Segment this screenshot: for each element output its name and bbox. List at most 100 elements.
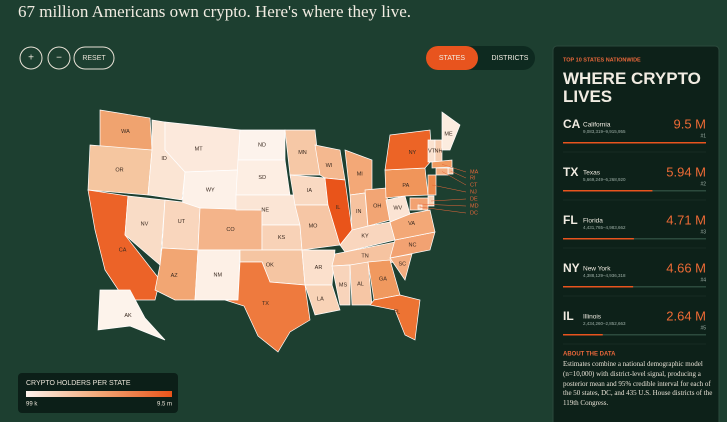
state-label: WI	[326, 163, 333, 169]
state[interactable]	[369, 294, 421, 341]
state-label: ND	[258, 142, 266, 148]
toggle-label[interactable]: DISTRICTS	[492, 55, 529, 62]
state[interactable]	[97, 289, 166, 341]
state-label: IL	[336, 205, 341, 211]
entry-range: 4,431,765–4,983,662	[583, 225, 626, 230]
entry-name: Illinois	[583, 314, 602, 321]
state-label: VA	[408, 221, 415, 227]
about-title: ABOUT THE DATA	[563, 352, 616, 358]
state-label: MN	[298, 150, 307, 156]
entry-value: 9.5 M	[673, 116, 706, 131]
callout-line	[419, 206, 467, 214]
state[interactable]	[331, 264, 351, 306]
state-label: KY	[361, 233, 369, 239]
entry-rank: #2	[700, 181, 706, 187]
entry-rank: #1	[700, 133, 706, 139]
state-label: AK	[124, 313, 132, 319]
legend-gradient	[26, 391, 172, 397]
entry-range: 4,388,129–4,936,318	[583, 273, 626, 278]
state-label: WA	[121, 129, 130, 135]
entry-abbr: IL	[563, 309, 574, 323]
toggle-label[interactable]: STATES	[439, 55, 466, 62]
entry-value: 5.94 M	[666, 164, 706, 179]
state-label: SC	[399, 261, 407, 267]
state-label: VT	[428, 148, 436, 154]
reset-button[interactable]	[73, 46, 115, 70]
entry-range: 2,434,260–2,852,663	[583, 321, 626, 326]
state-label: NH	[435, 148, 443, 154]
entry-bar	[563, 238, 634, 240]
state-label: MI	[357, 172, 364, 178]
state-label: TX	[262, 301, 269, 307]
state-label: GA	[379, 277, 387, 283]
entry-abbr: FL	[563, 213, 578, 227]
legend-title: CRYPTO HOLDERS PER STATE	[26, 380, 131, 387]
state-label: NE	[261, 207, 269, 213]
entry-value: 4.71 M	[666, 212, 706, 227]
page-title: 67 million Americans own crypto. Here's …	[18, 2, 411, 21]
entry-bar	[563, 334, 603, 336]
toggle-active	[426, 46, 478, 70]
side-panel	[552, 45, 720, 422]
callout-line	[418, 203, 467, 207]
state-label: UT	[178, 219, 186, 225]
state[interactable]	[294, 204, 341, 251]
entry-bar	[563, 142, 706, 144]
state-label: FL	[394, 310, 400, 316]
panel-title: WHERE CRYPTO LIVES	[563, 69, 701, 106]
state-label: PA	[402, 183, 409, 189]
state-label: DE	[470, 196, 478, 202]
entry-bar-track	[563, 334, 706, 336]
entry-name: New York	[583, 266, 611, 273]
zoom-out-button[interactable]	[47, 46, 71, 70]
state-label: MD	[470, 203, 479, 209]
legend-max: 9.5 m	[157, 402, 172, 408]
state-label: IA	[307, 188, 313, 194]
entry-value: 2.64 M	[666, 308, 706, 323]
entry-bar	[563, 286, 634, 288]
state-label: LA	[317, 296, 324, 302]
state-label: OK	[266, 263, 274, 269]
state-label: SD	[258, 175, 266, 181]
entry-name: California	[583, 122, 611, 129]
legend-min: 99 k	[26, 402, 38, 408]
state-label: OH	[373, 203, 381, 209]
reset-label: RESET	[82, 55, 106, 62]
entry-name: Florida	[583, 218, 603, 225]
state[interactable]	[224, 261, 311, 353]
state[interactable]	[384, 129, 433, 171]
state-label: TN	[361, 253, 368, 259]
entry-range: 9,083,319–9,915,955	[583, 129, 626, 134]
state[interactable]	[441, 111, 461, 151]
entry-rank: #4	[700, 277, 706, 283]
state-label: OR	[115, 167, 123, 173]
state-label: MO	[309, 223, 319, 229]
state-label: DC	[470, 210, 478, 216]
callout-line	[430, 198, 467, 202]
state-label: ID	[161, 156, 167, 162]
entry-range: 5,669,249–6,268,920	[583, 177, 626, 182]
entry-value: 4.66 M	[666, 260, 706, 275]
state-label: MA	[470, 169, 479, 175]
entry-bar-track	[563, 286, 706, 288]
entry-bar	[563, 190, 653, 192]
state-label: NJ	[470, 189, 477, 195]
state-label: CA	[119, 248, 127, 254]
state-label: CO	[226, 227, 235, 233]
callout-line	[431, 184, 467, 193]
zoom-in-label: +	[28, 53, 34, 64]
callout-line	[450, 170, 467, 179]
entry-name: Texas	[583, 170, 601, 177]
state-label: AL	[357, 282, 364, 288]
state-label: WY	[206, 187, 215, 193]
state[interactable]	[304, 284, 341, 316]
zoom-in-button[interactable]	[19, 46, 43, 70]
state[interactable]	[385, 195, 411, 223]
entry-abbr: TX	[563, 165, 578, 179]
state-label: NC	[409, 242, 417, 248]
state-label: NV	[141, 221, 149, 227]
zoom-out-label: −	[56, 53, 62, 64]
state-label: NM	[213, 272, 222, 278]
entry-abbr: NY	[563, 261, 580, 275]
